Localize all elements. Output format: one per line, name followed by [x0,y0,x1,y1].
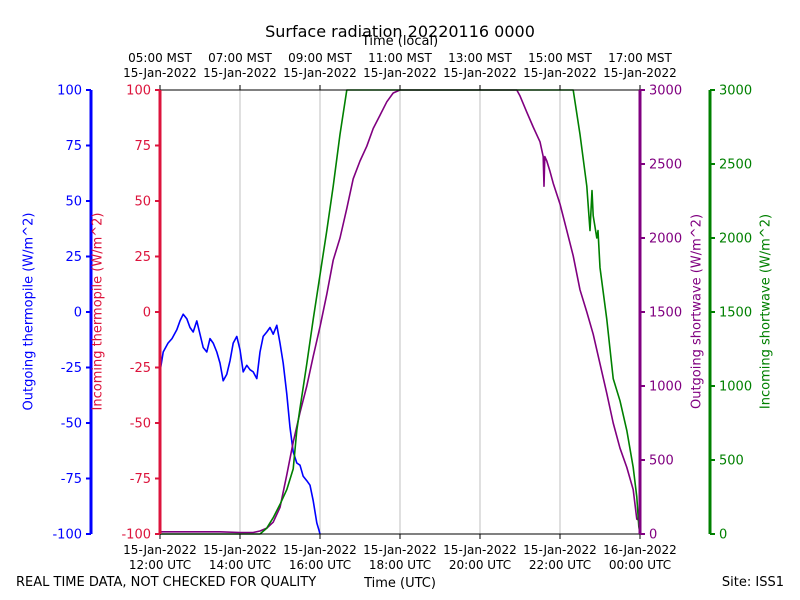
x-tick-label-utc-date: 15-Jan-2022 [443,543,517,557]
x-tick-label-local-date: 15-Jan-2022 [123,66,197,80]
top-axis-label: Time (local) [361,34,439,49]
x-tick-label-utc-time: 18:00 UTC [369,558,431,572]
x-tick-label-local-time: 07:00 MST [208,51,272,65]
x-tick-label-utc-date: 15-Jan-2022 [523,543,597,557]
y-tick-label: 2500 [649,158,682,173]
chart-title: Surface radiation 20220116 0000 [265,22,535,41]
x-tick-label-local-time: 15:00 MST [528,51,592,65]
x-tick-label-utc-time: 20:00 UTC [449,558,511,572]
y-tick-label: 25 [65,250,82,265]
y-axis-label-incoming-shortwave: Incoming shortwave (W/m^2) [758,213,774,410]
y-tick-label: 50 [134,195,151,210]
y-tick-label: -25 [61,361,82,376]
x-tick-label-utc-time: 12:00 UTC [129,558,191,572]
y-tick-label: 0 [74,306,82,321]
bottom-axis-label: Time (UTC) [364,576,436,591]
x-tick-label-local-time: 11:00 MST [368,51,432,65]
y-tick-label: -50 [130,417,151,432]
x-tick-label-local-time: 13:00 MST [448,51,512,65]
y-tick-label: 75 [65,139,82,154]
y-tick-label: 2500 [719,158,752,173]
quality-disclaimer: REAL TIME DATA, NOT CHECKED FOR QUALITY [16,575,317,590]
y-tick-label: 1000 [649,380,682,395]
y-tick-label: -100 [121,528,151,543]
y-tick-label: -50 [61,417,82,432]
x-tick-label-local-time: 17:00 MST [608,51,672,65]
x-tick-label-utc-date: 16-Jan-2022 [603,543,677,557]
y-tick-label: 1500 [649,306,682,321]
y-tick-label: 0 [143,306,151,321]
x-tick-label-local-date: 15-Jan-2022 [443,66,517,80]
y-axis-label-incoming-thermopile: Incoming thermopile (W/m^2) [90,212,106,411]
y-tick-label: 0 [649,528,657,543]
y-tick-label: 3000 [719,84,752,99]
y-tick-label: 1500 [719,306,752,321]
x-tick-label-utc-time: 22:00 UTC [529,558,591,572]
y-tick-label: 100 [57,84,82,99]
y-tick-label: -100 [52,528,82,543]
x-tick-label-utc-date: 15-Jan-2022 [363,543,437,557]
x-tick-label-utc-date: 15-Jan-2022 [283,543,357,557]
y-axis-label-outgoing-thermopile: Outgoing thermopile (W/m^2) [21,212,37,411]
x-tick-label-local-date: 15-Jan-2022 [203,66,277,80]
y-tick-label: 75 [134,139,151,154]
y-tick-label: 2000 [649,232,682,247]
y-tick-label: -75 [130,472,151,487]
y-tick-label: 100 [126,84,151,99]
site-label: Site: ISS1 [721,575,784,590]
x-tick-label-utc-time: 14:00 UTC [209,558,271,572]
y-tick-label: -75 [61,472,82,487]
x-tick-label-local-date: 15-Jan-2022 [363,66,437,80]
y-tick-label: 50 [65,195,82,210]
y-tick-label: 25 [134,250,151,265]
vertical-grid [239,90,561,534]
y-tick-label: -25 [130,361,151,376]
y-tick-label: 2000 [719,232,752,247]
x-tick-label-utc-time: 16:00 UTC [289,558,351,572]
x-tick-label-local-time: 05:00 MST [128,51,192,65]
x-tick-label-utc-time: 00:00 UTC [609,558,671,572]
x-tick-label-local-date: 15-Jan-2022 [603,66,677,80]
x-tick-label-local-date: 15-Jan-2022 [283,66,357,80]
x-tick-label-local-date: 15-Jan-2022 [523,66,597,80]
series-line-outgoing_thermopile [159,313,321,535]
x-tick-label-utc-date: 15-Jan-2022 [123,543,197,557]
y-tick-label: 500 [719,454,744,469]
x-tick-label-local-time: 09:00 MST [288,51,352,65]
y-tick-label: 0 [719,528,727,543]
y-axis-label-outgoing-shortwave: Outgoing shortwave (W/m^2) [689,213,705,410]
y-tick-label: 3000 [649,84,682,99]
y-tick-label: 1000 [719,380,752,395]
y-tick-label: 500 [649,454,674,469]
x-tick-label-utc-date: 15-Jan-2022 [203,543,277,557]
